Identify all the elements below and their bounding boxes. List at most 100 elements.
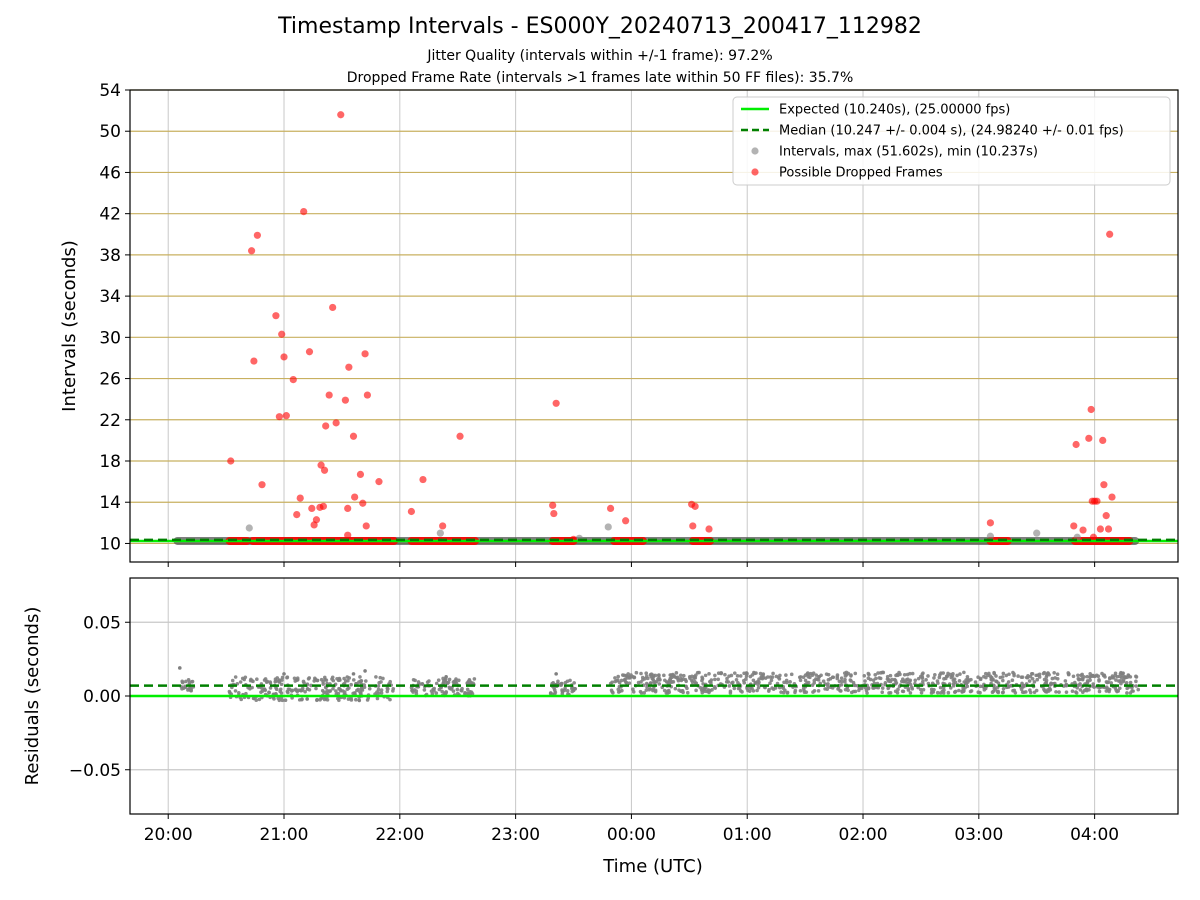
residual-point [434,681,439,686]
residual-point [898,672,902,677]
residual-point [886,686,890,691]
residual-point [648,687,652,691]
residual-point [336,678,341,683]
residual-point [864,688,869,693]
residual-point [309,683,313,688]
intervals-panel: 10 14 18 22 26 30 34 38 42 46 50 54 Intervals (secon… [59,81,1179,567]
residual-point [318,698,322,702]
residual-point [887,677,891,682]
residual-point [957,679,962,683]
residual-point [379,688,384,692]
dropped-point [439,522,447,530]
residual-point [806,671,810,675]
residual-point [353,691,357,696]
residual-point [929,691,934,695]
residual-point [238,680,243,684]
dropped-point [275,413,283,421]
residual-point [255,677,259,682]
dropped-point [278,330,286,338]
intervals-ytick-label: 18 [99,452,121,472]
residual-point [1066,672,1071,677]
residual-point [668,676,673,681]
residual-point [768,681,772,686]
residual-point [376,684,381,688]
residual-point [1020,690,1025,694]
residual-point [798,675,803,679]
residual-point [653,688,658,693]
residual-point [472,677,477,681]
residual-point [374,675,378,679]
residual-point [251,679,255,684]
residual-point [385,689,390,694]
residual-point [1037,675,1042,679]
residual-point [644,671,649,676]
residual-point [748,674,753,679]
residual-point [325,698,330,702]
legend: Expected (10.240s), (25.00000 fps) Median… [732,96,1171,186]
residual-point [1064,690,1069,694]
residual-point [876,671,880,675]
residual-point [880,690,885,694]
legend-entry: Possible Dropped Frames [779,166,943,181]
residual-point [1044,675,1049,680]
legend-box [732,96,1171,186]
intervals-ytick-label: 46 [99,163,121,183]
residual-point [766,675,770,679]
residual-point [849,674,853,678]
residual-point [553,690,558,695]
residual-point [463,691,467,695]
legend-intervals-swatch [751,147,759,155]
residual-point [817,675,821,679]
residuals-frame [129,577,1179,815]
legend-entry: Expected (10.240s), (25.00000 fps) [779,103,1010,118]
residual-point [727,684,732,688]
residual-point [367,686,372,691]
residual-outlier-point [351,672,356,676]
residual-point [933,672,937,677]
residual-point [1105,680,1110,685]
residual-point [965,674,970,679]
residual-point [1063,679,1068,683]
residual-point [916,676,921,681]
residual-point [443,692,448,696]
residual-point [821,679,826,683]
residual-point [276,696,281,701]
residual-point [908,691,913,695]
residual-point [299,688,303,693]
residual-point [280,675,285,680]
residual-point [835,673,840,677]
dropped-point [322,422,330,430]
residual-point [731,680,735,685]
residual-point [275,687,279,692]
residual-point [1076,676,1081,681]
intervals-ytick-label: 30 [99,328,121,348]
residual-point [895,690,900,695]
dropped-point [332,419,340,427]
residual-point [315,698,319,703]
residual-point [851,689,856,694]
residual-point [358,690,362,694]
dropped-point [351,493,359,501]
dropped-point [1102,512,1110,520]
residual-point [674,671,679,675]
residual-point [279,691,284,695]
residual-point [996,689,1000,694]
residual-point [679,678,684,683]
residual-point [1020,681,1024,686]
residual-point [962,670,966,675]
dropped-point [363,391,371,399]
residual-point [1004,673,1009,678]
residual-point [1134,679,1138,684]
residual-point [429,689,434,693]
intervals-ytick-label: 54 [99,81,121,101]
residual-point [656,677,660,681]
residual-point [1012,673,1016,678]
residual-point [336,696,340,701]
residual-point [839,679,844,684]
residual-point [378,675,383,680]
residual-outlier-point [282,672,286,676]
dropped-point [1085,434,1093,442]
residual-point [727,674,731,678]
residual-point [904,680,908,684]
residual-point [685,686,689,691]
